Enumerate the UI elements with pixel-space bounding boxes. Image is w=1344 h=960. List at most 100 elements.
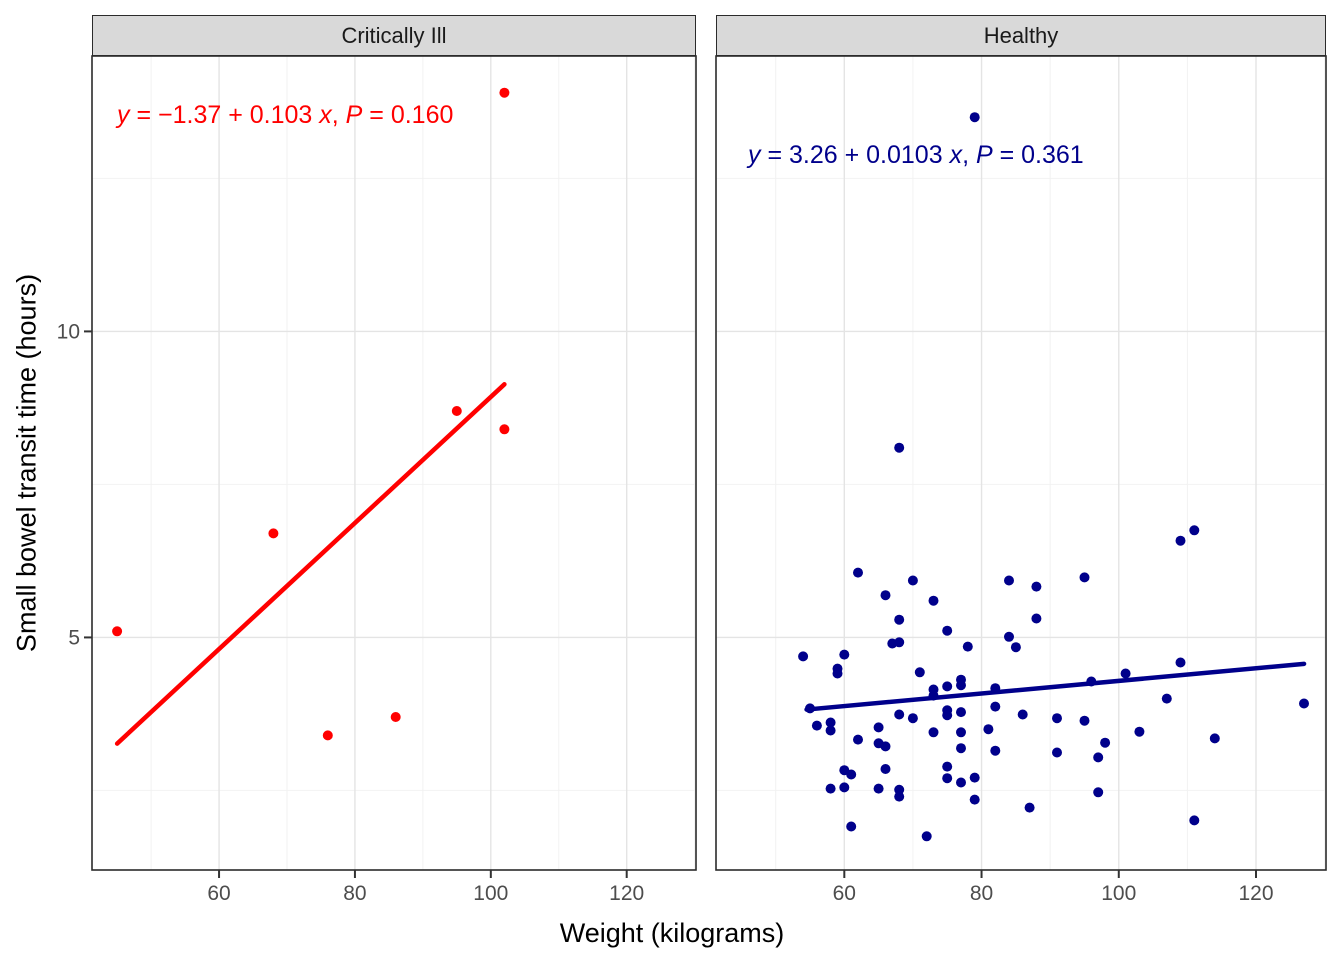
facet-strip-healthy: Healthy	[716, 15, 1326, 56]
data-point	[873, 722, 884, 733]
panel-background	[92, 56, 696, 870]
data-point	[990, 683, 1001, 694]
data-point	[894, 791, 905, 802]
data-point	[956, 680, 966, 691]
x-tick-label: 60	[207, 882, 230, 905]
facet-strip-critically-ill: Critically Ill	[92, 15, 696, 56]
data-point	[880, 590, 891, 601]
data-point	[956, 743, 966, 754]
x-axis-title: Weight (kilograms)	[559, 918, 785, 948]
data-point	[499, 424, 510, 435]
data-point	[322, 730, 333, 741]
data-point	[894, 709, 905, 720]
data-point	[928, 690, 939, 701]
data-point	[880, 764, 891, 774]
data-point	[825, 725, 836, 736]
panel-border	[91, 55, 697, 871]
data-point	[873, 783, 884, 794]
data-point	[839, 649, 850, 660]
data-point	[1010, 642, 1021, 653]
data-point	[969, 772, 980, 783]
data-point	[990, 745, 1001, 756]
data-point	[1031, 613, 1042, 624]
data-point	[956, 777, 966, 788]
data-point	[942, 710, 953, 721]
data-point	[112, 626, 123, 637]
data-point	[1134, 726, 1145, 737]
data-point	[1175, 535, 1186, 546]
regression-equation: y = 3.26 + 0.0103 x, P = 0.361	[746, 141, 1084, 169]
data-point	[942, 761, 953, 772]
data-point	[1175, 657, 1186, 668]
data-point	[1079, 715, 1090, 726]
data-point	[928, 727, 939, 738]
data-point	[942, 773, 953, 784]
data-point	[907, 713, 918, 724]
data-point	[969, 794, 980, 805]
data-point	[1017, 709, 1028, 720]
data-point	[1161, 693, 1172, 704]
data-point	[825, 717, 836, 728]
data-point	[942, 625, 953, 636]
data-point	[956, 727, 966, 738]
x-tick-label: 100	[473, 882, 508, 905]
data-point	[1100, 737, 1111, 748]
data-point	[907, 575, 918, 586]
regression-equation: y = −1.37 + 0.103 x, P = 0.160	[115, 101, 453, 129]
data-point	[805, 703, 815, 714]
data-point	[811, 720, 822, 731]
data-point	[956, 707, 966, 718]
data-point	[894, 614, 905, 625]
regression-line	[114, 382, 507, 746]
data-point	[887, 638, 898, 649]
panel-background	[716, 56, 1326, 870]
data-point	[825, 783, 836, 794]
data-point	[1024, 802, 1035, 813]
data-point	[1209, 733, 1220, 744]
data-point	[798, 651, 809, 662]
data-point	[268, 528, 279, 539]
data-point	[914, 667, 925, 678]
x-tick-label: 120	[609, 882, 644, 905]
data-point	[1052, 713, 1062, 724]
data-point	[894, 442, 905, 453]
data-point	[451, 406, 462, 416]
y-axis-title: Small bowel transit time (hours)	[11, 273, 42, 653]
data-point	[942, 681, 953, 692]
data-point	[832, 668, 843, 679]
y-tick-label: 10	[57, 320, 80, 343]
data-point	[962, 641, 973, 652]
data-point	[846, 821, 857, 832]
data-point	[839, 782, 850, 793]
data-point	[390, 712, 401, 722]
data-point	[969, 112, 980, 123]
data-point	[1004, 575, 1014, 586]
data-point	[853, 567, 863, 578]
data-point	[1052, 747, 1062, 758]
x-tick-label: 80	[970, 882, 993, 905]
data-point	[983, 724, 994, 735]
data-point	[1093, 752, 1104, 763]
data-point	[928, 595, 939, 606]
data-point	[880, 741, 891, 752]
data-point	[1189, 525, 1200, 536]
x-tick-label: 60	[833, 882, 856, 905]
x-tick-label: 120	[1238, 882, 1273, 905]
y-tick-label: 5	[68, 626, 80, 649]
data-point	[846, 769, 857, 780]
data-point	[499, 87, 510, 98]
x-tick-label: 100	[1101, 882, 1136, 905]
data-point	[1093, 787, 1104, 798]
data-point	[990, 701, 1001, 712]
data-point	[1004, 631, 1014, 642]
data-point	[1031, 581, 1042, 592]
panel-border	[715, 55, 1327, 871]
regression-line	[804, 661, 1307, 712]
x-tick-label: 80	[343, 882, 366, 905]
data-point	[1079, 572, 1090, 583]
data-point	[1299, 698, 1309, 709]
data-point	[1120, 668, 1131, 679]
data-point	[853, 734, 863, 745]
